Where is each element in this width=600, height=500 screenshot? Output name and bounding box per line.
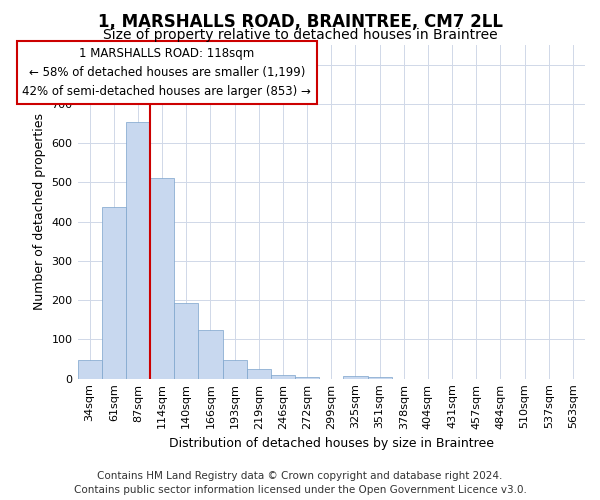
Bar xyxy=(199,330,223,378)
Bar xyxy=(101,206,126,378)
X-axis label: Distribution of detached houses by size in Braintree: Distribution of detached houses by size … xyxy=(169,437,494,450)
Bar xyxy=(126,122,150,378)
Bar xyxy=(271,375,295,378)
Bar xyxy=(77,360,101,378)
Bar xyxy=(150,178,174,378)
Text: Contains HM Land Registry data © Crown copyright and database right 2024.
Contai: Contains HM Land Registry data © Crown c… xyxy=(74,471,526,495)
Bar xyxy=(343,376,368,378)
Bar xyxy=(174,303,199,378)
Text: 1, MARSHALLS ROAD, BRAINTREE, CM7 2LL: 1, MARSHALLS ROAD, BRAINTREE, CM7 2LL xyxy=(97,12,503,30)
Y-axis label: Number of detached properties: Number of detached properties xyxy=(33,114,46,310)
Bar xyxy=(247,369,271,378)
Text: 1 MARSHALLS ROAD: 118sqm
← 58% of detached houses are smaller (1,199)
42% of sem: 1 MARSHALLS ROAD: 118sqm ← 58% of detach… xyxy=(22,47,311,98)
Text: Size of property relative to detached houses in Braintree: Size of property relative to detached ho… xyxy=(103,28,497,42)
Bar xyxy=(368,376,392,378)
Bar xyxy=(223,360,247,378)
Bar xyxy=(295,376,319,378)
